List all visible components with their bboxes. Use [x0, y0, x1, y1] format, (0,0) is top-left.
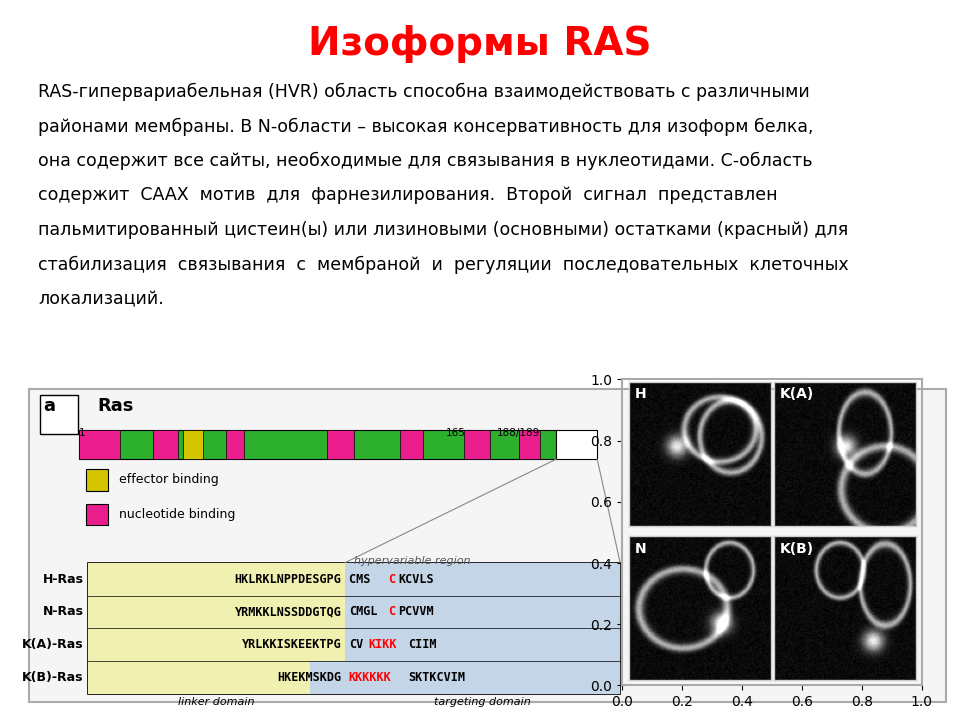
Text: Ras: Ras	[98, 397, 134, 415]
Bar	[88, 595, 345, 629]
Text: пальмитированный цистеин(ы) или лизиновыми (основными) остатками (красный) для: пальмитированный цистеин(ы) или лизиновы…	[38, 221, 849, 239]
Bar	[88, 562, 345, 595]
Text: K(B): K(B)	[780, 542, 813, 556]
Text: KKKKKK: KKKKKK	[348, 671, 392, 684]
Text: CV: CV	[348, 639, 363, 652]
Text: K(B)-Ras: K(B)-Ras	[22, 671, 84, 684]
Text: nucleotide binding: nucleotide binding	[119, 508, 235, 521]
Text: 165: 165	[446, 428, 466, 438]
Bar	[80, 430, 556, 459]
Text: C: C	[389, 572, 396, 585]
Text: локализаций.: локализаций.	[38, 290, 164, 308]
Bar	[39, 395, 79, 434]
Text: PCVVM: PCVVM	[398, 606, 434, 618]
Bar	[85, 504, 108, 525]
Text: K(A): K(A)	[780, 387, 814, 401]
Bar	[88, 562, 620, 694]
Text: содержит  CAAX  мотив  для  фарнезилирования.  Второй  сигнал  представлен: содержит CAAX мотив для фарнезилирования…	[38, 186, 778, 204]
Text: CIIM: CIIM	[408, 639, 437, 652]
Text: KCVLS: KCVLS	[398, 572, 434, 585]
Bar	[345, 629, 620, 661]
Text: 188/189: 188/189	[496, 428, 540, 438]
Bar	[556, 430, 597, 459]
Text: K(A)-Ras: K(A)-Ras	[22, 639, 84, 652]
Text: CMGL: CMGL	[348, 606, 377, 618]
Text: KIKK: KIKK	[369, 639, 397, 652]
Bar	[400, 430, 423, 459]
Bar	[465, 430, 490, 459]
Text: стабилизация  связывания  с  мембраной  и  регуляции  последовательных  клеточны: стабилизация связывания с мембраной и ре…	[38, 256, 849, 274]
Bar	[345, 595, 620, 629]
Bar	[345, 562, 620, 595]
Text: SKTKCVIM: SKTKCVIM	[408, 671, 466, 684]
Bar	[153, 430, 179, 459]
Text: HKEKMSKDG: HKEKMSKDG	[277, 671, 342, 684]
Text: Изоформы RAS: Изоформы RAS	[308, 25, 652, 63]
Bar	[88, 629, 345, 661]
Bar	[88, 661, 345, 694]
Text: CMS: CMS	[348, 572, 377, 585]
Text: C: C	[389, 606, 396, 618]
Bar	[519, 430, 540, 459]
Text: она содержит все сайты, необходимые для связывания в нуклеотидами. С-область: она содержит все сайты, необходимые для …	[38, 152, 813, 170]
Text: N-Ras: N-Ras	[43, 606, 84, 618]
Bar	[226, 430, 244, 459]
Bar	[182, 430, 203, 459]
Text: RAS-гипервариабельная (HVR) область способна взаимодействовать с различными: RAS-гипервариабельная (HVR) область спос…	[38, 83, 810, 101]
Bar	[80, 430, 121, 459]
Text: H: H	[635, 387, 646, 401]
Text: YRMKKLNSSDDGTQG: YRMKKLNSSDDGTQG	[234, 606, 342, 618]
Text: 1: 1	[80, 428, 85, 438]
Bar	[310, 661, 620, 694]
Text: a: a	[43, 397, 56, 415]
Text: hypervariable region: hypervariable region	[354, 557, 470, 567]
Bar	[326, 430, 354, 459]
Text: районами мембраны. В N-области – высокая консервативность для изоформ белка,: районами мембраны. В N-области – высокая…	[38, 117, 814, 135]
Text: H-Ras: H-Ras	[43, 572, 84, 585]
Bar	[85, 469, 108, 490]
Text: HKLRKLNPPDESGPG: HKLRKLNPPDESGPG	[234, 572, 342, 585]
Text: linker domain: linker domain	[179, 697, 255, 707]
Text: targeting domain: targeting domain	[434, 697, 531, 707]
Text: YRLKKISKEEKTPG: YRLKKISKEEKTPG	[242, 639, 342, 652]
Text: effector binding: effector binding	[119, 474, 218, 487]
Text: N: N	[635, 542, 646, 556]
